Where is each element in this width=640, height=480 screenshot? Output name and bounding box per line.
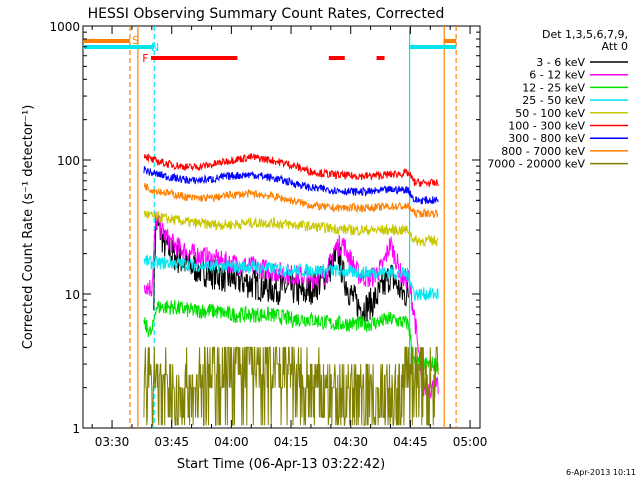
footer-timestamp: 6-Apr-2013 10:11 [566,468,636,477]
y-tick-label-3: 1000 [49,20,80,34]
x-tick-label-1: 03:45 [154,435,189,449]
y-tick-labels: 1 10 100 1000 [49,20,80,436]
series-line-2 [143,299,439,373]
state-bar-f-0 [151,56,238,60]
series-line-5 [143,152,439,188]
x-axis-label: Start Time (06-Apr-13 03:22:42) [177,457,385,472]
series-line-7 [143,183,439,219]
legend-label-7: 800 - 7000 keV [501,145,585,158]
x-tick-label-2: 04:00 [214,435,249,449]
legend-label-3: 25 - 50 keV [522,94,585,107]
x-tick-label-6: 05:00 [453,435,488,449]
legend-label-6: 300 - 800 keV [508,132,585,145]
x-tick-label-0: 03:30 [95,435,130,449]
series-line-3 [143,254,439,303]
instrument-state-bars [83,39,457,60]
series-line-8 [143,346,439,426]
chart-title: HESSI Observing Summary Count Rates, Cor… [88,6,445,22]
state-bar-n-0 [83,45,155,49]
x-tick-labels: 03:30 03:45 04:00 04:15 04:30 04:45 05:00 [95,435,488,449]
annotation-n: N [151,41,159,54]
y-tick-label-2: 100 [57,154,80,168]
legend-label-5: 100 - 300 keV [508,120,585,133]
axis-ticks [83,26,480,429]
state-annotations: SNF [132,34,159,65]
state-bar-f-2 [376,56,385,60]
x-tick-label-3: 04:15 [274,435,309,449]
legend-header-line-1: Det 1,3,5,6,7,9, [542,28,628,41]
series-lines [143,152,439,426]
legend-label-0: 3 - 6 keV [536,56,585,69]
series-line-4 [143,210,439,248]
legend-label-8: 7000 - 20000 keV [487,158,585,171]
legend-label-2: 12 - 25 keV [522,81,585,94]
x-tick-label-5: 04:45 [393,435,428,449]
legend-label-4: 50 - 100 keV [515,107,585,120]
y-axis-label: Corrected Count Rate (s⁻¹ detector⁻¹) [21,105,36,350]
y-tick-label-1: 10 [65,288,80,302]
annotation-s: S [132,34,139,47]
state-bar-n-1 [409,45,457,49]
state-bar-f-1 [328,56,345,60]
plot-frame [82,25,481,429]
state-bar-s-1 [444,39,457,43]
legend-header-line-2: Att 0 [602,40,628,53]
annotation-f: F [142,52,148,65]
series-line-6 [143,166,439,205]
instrument-state-lines [129,26,457,428]
plot-area: SNF [82,25,481,429]
y-tick-label-0: 1 [72,422,80,436]
state-bar-s-0 [83,39,130,43]
legend-label-1: 6 - 12 keV [529,69,585,82]
x-tick-label-4: 04:30 [333,435,368,449]
